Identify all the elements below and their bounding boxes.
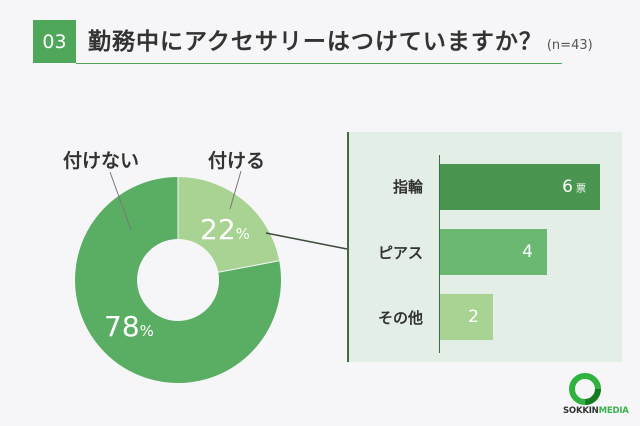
title-underline [76, 63, 562, 64]
bar-label-ring: 指輪 [392, 178, 423, 196]
page-title: 勤務中にアクセサリーはつけていますか？ (n=43) [88, 22, 593, 56]
label-no: 付けない [63, 150, 140, 172]
question-number-badge: 03 [33, 20, 76, 63]
bar-other: 2 [440, 294, 493, 340]
bar-label-earrings: ピアス [377, 244, 423, 262]
pct-no: 78% [104, 310, 154, 343]
sample-size: (n=43) [546, 38, 593, 53]
brand-logo-text: SOKKINMEDIA [563, 406, 629, 416]
pct-yes: 22% [200, 213, 250, 246]
label-yes: 付ける [208, 150, 266, 172]
question-text: 勤務中にアクセサリーはつけていますか？ [88, 29, 543, 55]
sokkin-logo-icon [569, 373, 601, 405]
connector-line [265, 232, 348, 250]
bar-label-other: その他 [377, 309, 423, 327]
bar-earrings: 4 [440, 229, 547, 275]
leader-no [109, 171, 132, 231]
donut-slice-no [75, 177, 282, 383]
donut-slice-yes [178, 177, 280, 273]
bar-axis [439, 155, 440, 353]
leader-yes [229, 170, 242, 210]
